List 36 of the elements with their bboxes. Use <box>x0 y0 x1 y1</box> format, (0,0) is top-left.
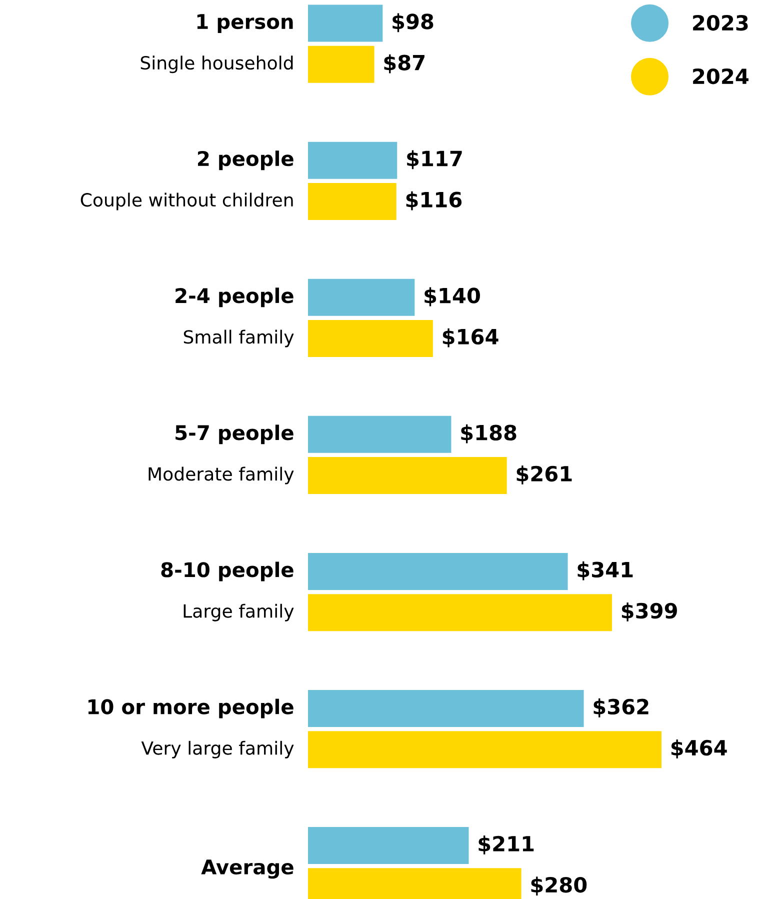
data-label: $116 <box>406 191 462 210</box>
bar <box>308 827 469 864</box>
data-label: $280 <box>531 876 587 896</box>
y-tick-label: Average <box>201 860 294 879</box>
data-label: $399 <box>622 602 677 622</box>
y-tick-label: 2-4 people Small family <box>176 288 294 348</box>
data-label: $98 <box>392 13 434 32</box>
data-label: $117 <box>407 150 462 170</box>
data-label: $362 <box>594 698 648 718</box>
bar <box>308 4 383 42</box>
data-label: $140 <box>424 287 480 306</box>
legend-label: 2024 <box>693 68 748 84</box>
legend-label: 2023 <box>693 14 748 31</box>
data-label: $341 <box>578 561 633 580</box>
bar <box>308 416 452 453</box>
y-tick-label: 1 person Single household <box>140 14 293 74</box>
bar <box>308 46 374 83</box>
data-label: $261 <box>516 465 572 484</box>
data-label: $464 <box>671 740 727 758</box>
bar <box>308 182 396 220</box>
bar <box>308 690 584 728</box>
data-label: $211 <box>478 835 534 854</box>
bar <box>308 320 433 357</box>
bar <box>308 457 507 494</box>
bar <box>308 142 398 179</box>
y-tick-label: 5-7 people Moderate family <box>148 424 294 484</box>
bar <box>308 731 662 768</box>
bar <box>308 594 612 632</box>
y-tick-label: 2 people Couple without children <box>80 150 294 210</box>
data-label: $164 <box>442 328 498 348</box>
y-tick-label: 10 or more people Very large family <box>88 698 294 758</box>
bar <box>308 278 415 316</box>
bar <box>308 552 568 590</box>
y-tick-label: 8-10 people Large family <box>161 562 294 622</box>
data-label: $87 <box>384 54 424 74</box>
data-label: $188 <box>461 424 516 444</box>
